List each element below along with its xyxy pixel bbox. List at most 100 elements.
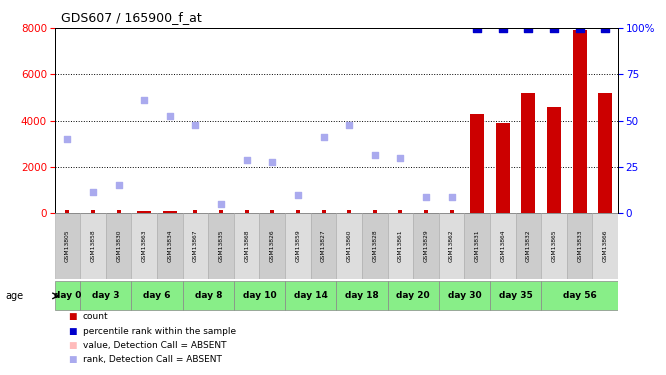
- Text: GSM13865: GSM13865: [551, 230, 557, 262]
- Point: [267, 209, 278, 215]
- Bar: [464, 213, 490, 279]
- Text: GSM13831: GSM13831: [475, 230, 480, 262]
- Text: GSM13828: GSM13828: [372, 230, 377, 262]
- Text: GSM13830: GSM13830: [116, 230, 121, 262]
- Point: [318, 134, 329, 140]
- Text: GSM13834: GSM13834: [167, 230, 172, 262]
- Point: [395, 209, 406, 215]
- Bar: [439, 213, 464, 279]
- Text: percentile rank within the sample: percentile rank within the sample: [83, 327, 236, 336]
- Bar: [439, 281, 490, 310]
- Bar: [311, 213, 336, 279]
- Point: [88, 209, 99, 215]
- Bar: [547, 107, 561, 213]
- Bar: [157, 213, 182, 279]
- Point: [62, 209, 73, 215]
- Point: [472, 25, 482, 31]
- Bar: [80, 213, 106, 279]
- Point: [446, 209, 457, 215]
- Bar: [541, 213, 567, 279]
- Bar: [285, 281, 336, 310]
- Text: GSM13832: GSM13832: [526, 230, 531, 262]
- Text: GSM13859: GSM13859: [296, 230, 300, 262]
- Point: [292, 209, 303, 215]
- Point: [267, 159, 278, 165]
- Text: ■: ■: [68, 355, 77, 364]
- Point: [190, 122, 201, 128]
- Bar: [470, 114, 484, 213]
- Bar: [490, 213, 515, 279]
- Bar: [55, 213, 80, 279]
- Text: GSM13861: GSM13861: [398, 230, 403, 262]
- Point: [318, 209, 329, 215]
- Text: GSM13835: GSM13835: [218, 230, 224, 262]
- Point: [62, 136, 73, 142]
- Text: GSM13858: GSM13858: [91, 230, 95, 262]
- Text: GSM13826: GSM13826: [270, 230, 275, 262]
- Bar: [234, 281, 285, 310]
- Point: [165, 113, 175, 119]
- Bar: [131, 213, 157, 279]
- Bar: [388, 213, 413, 279]
- Bar: [163, 211, 177, 213]
- Text: GSM13833: GSM13833: [577, 230, 582, 262]
- Point: [139, 97, 150, 103]
- Text: GSM13829: GSM13829: [424, 230, 428, 262]
- Bar: [260, 213, 285, 279]
- Text: age: age: [5, 291, 23, 301]
- Bar: [573, 30, 587, 213]
- Point: [216, 209, 226, 215]
- Bar: [490, 281, 541, 310]
- Bar: [521, 93, 535, 213]
- Text: day 18: day 18: [345, 291, 379, 300]
- Point: [113, 209, 124, 215]
- Text: day 35: day 35: [499, 291, 533, 300]
- Text: day 6: day 6: [143, 291, 170, 300]
- Point: [446, 194, 457, 200]
- Point: [344, 122, 354, 128]
- Text: GSM13863: GSM13863: [142, 230, 147, 262]
- Point: [574, 25, 585, 31]
- Point: [216, 201, 226, 207]
- Point: [523, 25, 533, 31]
- Text: day 14: day 14: [294, 291, 328, 300]
- Text: GSM13805: GSM13805: [65, 230, 70, 262]
- Point: [113, 182, 124, 188]
- Point: [190, 209, 201, 215]
- Point: [421, 194, 432, 200]
- Bar: [336, 281, 388, 310]
- Bar: [137, 211, 151, 213]
- Text: day 56: day 56: [563, 291, 597, 300]
- Bar: [515, 213, 541, 279]
- Point: [498, 25, 508, 31]
- Point: [88, 189, 99, 195]
- Bar: [208, 213, 234, 279]
- Bar: [80, 281, 131, 310]
- Text: GSM13864: GSM13864: [500, 230, 505, 262]
- Text: count: count: [83, 312, 108, 321]
- Text: ■: ■: [68, 327, 77, 336]
- Text: day 8: day 8: [194, 291, 222, 300]
- Text: day 3: day 3: [92, 291, 120, 300]
- Text: GSM13827: GSM13827: [321, 230, 326, 262]
- Text: GSM13867: GSM13867: [193, 230, 198, 262]
- Bar: [598, 93, 612, 213]
- Text: GDS607 / 165900_f_at: GDS607 / 165900_f_at: [61, 11, 202, 24]
- Text: ■: ■: [68, 341, 77, 350]
- Point: [241, 209, 252, 215]
- Point: [370, 152, 380, 158]
- Bar: [362, 213, 388, 279]
- Text: GSM13860: GSM13860: [346, 230, 352, 262]
- Bar: [55, 281, 80, 310]
- Text: rank, Detection Call = ABSENT: rank, Detection Call = ABSENT: [83, 355, 222, 364]
- Text: GSM13868: GSM13868: [244, 230, 249, 262]
- Point: [292, 192, 303, 198]
- Bar: [285, 213, 311, 279]
- Bar: [567, 213, 593, 279]
- Text: ■: ■: [68, 312, 77, 321]
- Bar: [413, 213, 439, 279]
- Bar: [234, 213, 260, 279]
- Bar: [593, 213, 618, 279]
- Text: GSM13862: GSM13862: [449, 230, 454, 262]
- Point: [344, 209, 354, 215]
